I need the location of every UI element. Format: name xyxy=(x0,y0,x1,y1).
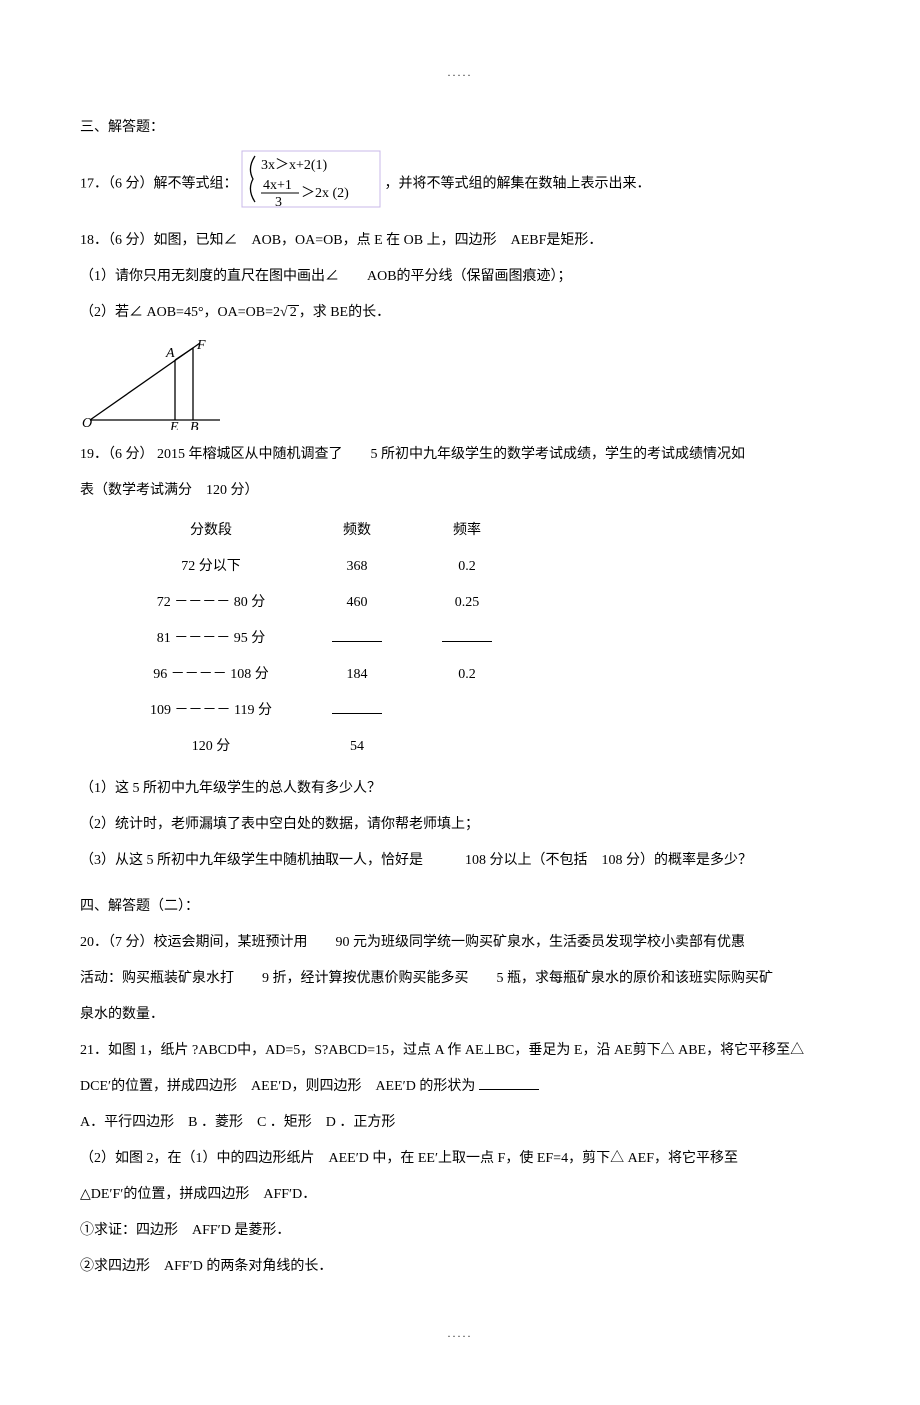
th-rate: 频率 xyxy=(412,513,522,549)
q21-line6: ②求四边形 AFF′D 的两条对角线的长． xyxy=(80,1253,840,1281)
cell-rate xyxy=(412,729,522,765)
table-row: 81 －－－－ 95 分 xyxy=(120,621,522,657)
header-dots: ..... xyxy=(80,60,840,84)
cell-seg: 72 分以下 xyxy=(120,549,302,585)
table-row: 72 －－－－ 80 分 460 0.25 xyxy=(120,585,522,621)
q21-line3: （2）如图 2，在（1）中的四边形纸片 AEE′D 中，在 EE′上取一点 F，… xyxy=(80,1145,840,1173)
cell-rate: 0.2 xyxy=(412,657,522,693)
label-b: B xyxy=(190,420,199,430)
table-row: 72 分以下 368 0.2 xyxy=(120,549,522,585)
q17-suffix: ，并将不等式组的解集在数轴上表示出来． xyxy=(385,177,651,192)
seg-af xyxy=(175,348,193,360)
table-row: 120 分 54 xyxy=(120,729,522,765)
q17-prefix: 17．（6 分）解不等式组： xyxy=(80,177,238,192)
table-row: 109 －－－－ 119 分 xyxy=(120,693,522,729)
q18-line2: （1）请你只用无刻度的直尺在图中画出∠ AOB的平分线（保留画图痕迹）； xyxy=(80,263,840,291)
q20-line1: 20．（7 分）校运会期间，某班预计用 90 元为班级同学统一购买矿泉水，生活委… xyxy=(80,929,840,957)
q19-sub3: （3）从这 5 所初中九年级学生中随机抽取一人，恰好是 108 分以上（不包括 … xyxy=(80,847,840,875)
cell-seg: 120 分 xyxy=(120,729,302,765)
q21-choices: A．平行四边形 B ．菱形 C ．矩形 D ．正方形 xyxy=(80,1109,840,1137)
blank-line xyxy=(332,699,382,714)
formula-row2-num: 4x+1 xyxy=(263,178,292,193)
formula-row2-tail: ＞2x (2) xyxy=(301,186,349,201)
q20-line3: 泉水的数量． xyxy=(80,1001,840,1029)
q17-formula: 3x＞x+2(1) 4x+1 3 ＞2x (2) xyxy=(241,150,381,219)
q18-line1: 18．（6 分）如图，已知∠ AOB，OA=OB，点 E 在 OB 上，四边形 … xyxy=(80,227,840,255)
table-header-row: 分数段 频数 频率 xyxy=(120,513,522,549)
cell-freq: 54 xyxy=(302,729,412,765)
cell-seg: 109 －－－－ 119 分 xyxy=(120,693,302,729)
q21-line4: △DE′F′的位置，拼成四边形 AFF′D． xyxy=(80,1181,840,1209)
sqrt-coef: 2 xyxy=(273,305,280,320)
q19-line1: 19．（6 分） 2015 年榕城区从中随机调查了 5 所初中九年级学生的数学考… xyxy=(80,441,840,469)
cell-rate: 0.2 xyxy=(412,549,522,585)
q18-line3: （2）若∠ AOB=45°，OA=OB=2√2，求 BE的长． xyxy=(80,299,840,327)
cell-freq-blank xyxy=(302,621,412,657)
q19-table: 分数段 频数 频率 72 分以下 368 0.2 72 －－－－ 80 分 46… xyxy=(120,513,522,765)
q21-line1: 21．如图 1，纸片 ?ABCD中，AD=5，S?ABCD=15，过点 A 作 … xyxy=(80,1037,840,1065)
q18-line3b: ，求 BE的长． xyxy=(299,305,390,320)
formula-row1: 3x＞x+2(1) xyxy=(261,158,328,173)
blank-line xyxy=(442,627,492,642)
cell-freq: 184 xyxy=(302,657,412,693)
q17-line: 17．（6 分）解不等式组： 3x＞x+2(1) 4x+1 3 ＞2x (2) … xyxy=(80,150,840,219)
q19-sub1: （1）这 5 所初中九年级学生的总人数有多少人？ xyxy=(80,775,840,803)
label-f: F xyxy=(196,338,206,353)
table-row: 96 －－－－ 108 分 184 0.2 xyxy=(120,657,522,693)
cell-seg: 96 －－－－ 108 分 xyxy=(120,657,302,693)
label-o: O xyxy=(82,416,92,430)
q18-line3a: （2）若∠ AOB=45°，OA=OB= xyxy=(80,305,273,320)
answer-blank xyxy=(479,1075,539,1090)
q18-figure: O A F E B xyxy=(80,335,840,441)
th-segment: 分数段 xyxy=(120,513,302,549)
q19-line2: 表（数学考试满分 120 分） xyxy=(80,477,840,505)
cell-rate xyxy=(412,693,522,729)
sqrt-sign: √ xyxy=(280,305,288,320)
label-e: E xyxy=(169,420,179,430)
th-freq: 频数 xyxy=(302,513,412,549)
cell-seg: 72 －－－－ 80 分 xyxy=(120,585,302,621)
section4-heading: 四、解答题（二）： xyxy=(80,893,840,921)
blank-line xyxy=(332,627,382,642)
formula-row2-den: 3 xyxy=(275,195,282,208)
q21-line2a: DCE′的位置，拼成四边形 AEE′D，则四边形 AEE′D 的形状为 xyxy=(80,1079,475,1094)
label-a: A xyxy=(165,346,175,361)
q19-sub2: （2）统计时，老师漏填了表中空白处的数据，请你帮老师填上； xyxy=(80,811,840,839)
footer-dots: ..... xyxy=(80,1321,840,1345)
q21-line2: DCE′的位置，拼成四边形 AEE′D，则四边形 AEE′D 的形状为 xyxy=(80,1073,840,1101)
q21-line5: ①求证：四边形 AFF′D 是菱形． xyxy=(80,1217,840,1245)
cell-freq: 368 xyxy=(302,549,412,585)
brace-icon xyxy=(250,156,255,202)
cell-freq-blank xyxy=(302,693,412,729)
cell-rate: 0.25 xyxy=(412,585,522,621)
section3-heading: 三、解答题： xyxy=(80,114,840,142)
q20-line2: 活动：购买瓶装矿泉水打 9 折，经计算按优惠价购买能多买 5 瓶，求每瓶矿泉水的… xyxy=(80,965,840,993)
cell-rate-blank xyxy=(412,621,522,657)
cell-freq: 460 xyxy=(302,585,412,621)
sqrt-rad: 2 xyxy=(288,305,299,320)
cell-seg: 81 －－－－ 95 分 xyxy=(120,621,302,657)
